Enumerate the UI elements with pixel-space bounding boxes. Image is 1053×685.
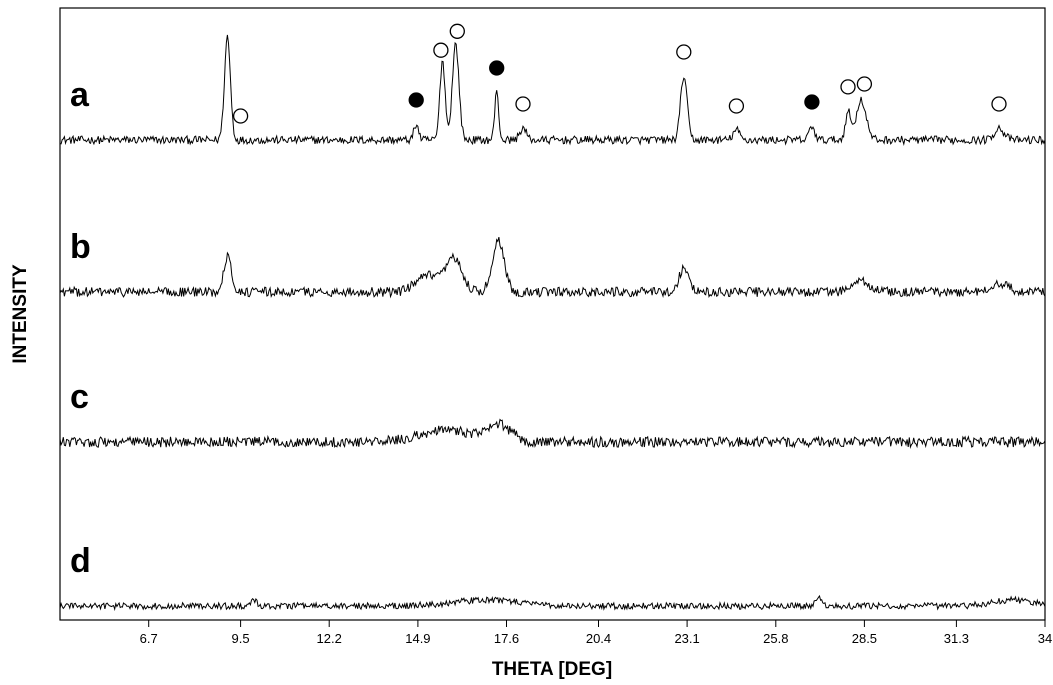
open-circle-marker — [433, 42, 449, 58]
curve-label-a: a — [70, 76, 90, 114]
x-tick-label: 25.8 — [763, 631, 788, 646]
curve-labels: a b c d — [70, 76, 91, 580]
x-tick-label: 34 — [1038, 631, 1052, 646]
open-circle-marker — [991, 96, 1007, 112]
x-tick-label: 14.9 — [405, 631, 430, 646]
x-tick-label: 20.4 — [586, 631, 611, 646]
curve-label-c: c — [70, 378, 89, 416]
peak-markers — [232, 23, 1007, 124]
open-circle-marker — [840, 79, 856, 95]
curve-d — [59, 594, 1046, 612]
x-tick-label: 17.6 — [494, 631, 519, 646]
open-circle-marker — [676, 44, 692, 60]
x-tick-label: 9.5 — [232, 631, 250, 646]
curve-label-d: d — [70, 542, 91, 580]
y-axis-title: INTENSITY — [10, 264, 31, 364]
open-circle-marker — [728, 98, 745, 114]
x-tick-label: 12.2 — [317, 631, 342, 646]
filled-circle-marker — [408, 92, 424, 108]
open-circle-marker — [856, 76, 873, 92]
curve-b — [59, 236, 1046, 299]
filled-circle-marker — [804, 94, 820, 110]
x-axis-title: THETA [DEG] — [492, 659, 612, 680]
curve-label-b: b — [70, 228, 91, 266]
x-tick-label: 28.5 — [852, 631, 877, 646]
filled-circle-marker — [489, 60, 505, 76]
curve-c — [59, 418, 1046, 449]
x-tick-label: 23.1 — [674, 631, 699, 646]
open-circle-marker — [232, 108, 249, 124]
open-circle-marker — [449, 23, 465, 39]
curve-a — [59, 34, 1046, 146]
diffraction-curves — [59, 34, 1046, 612]
plot-frame — [59, 7, 1046, 621]
open-circle-marker — [515, 96, 531, 112]
x-tick-label: 31.3 — [944, 631, 969, 646]
x-tick-label: 6.7 — [140, 631, 158, 646]
x-axis-ticks: 6.7 9.5 12.2 14.9 17.6 20.4 23.1 25.8 28.5 31.3 34 — [140, 620, 1052, 646]
